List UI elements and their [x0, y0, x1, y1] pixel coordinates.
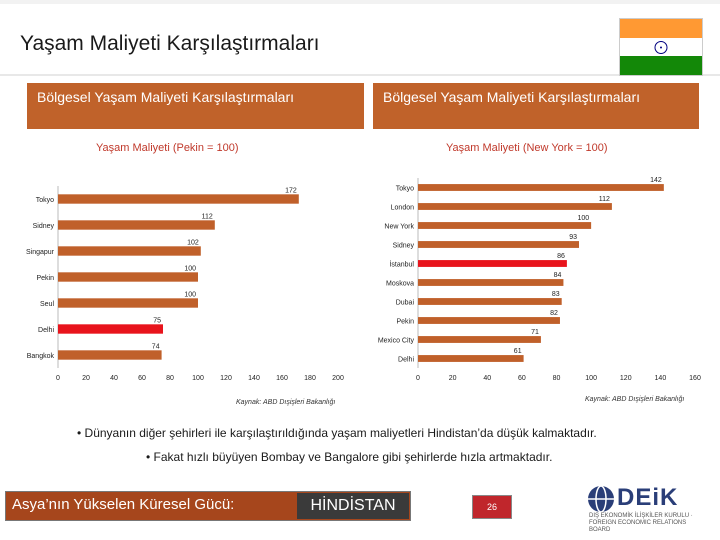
deik-logo: DEiK DIŞ EKONOMİK İLİŞKİLER KURULU · FOR… — [586, 482, 706, 533]
left-value-label: 100 — [184, 291, 196, 298]
left-x-tick-label: 20 — [82, 375, 90, 382]
left-value-label: 112 — [202, 213, 213, 220]
left-category-label: Seul — [40, 301, 54, 308]
right-value-label: 112 — [599, 196, 610, 203]
footer-subtitle: Asya’nın Yükselen Küresel Gücü: — [12, 496, 235, 513]
left-x-tick-label: 180 — [304, 375, 316, 382]
right-bar-mexico-city — [418, 336, 541, 343]
left-value-label: 172 — [285, 187, 297, 194]
left-bar-sidney — [58, 220, 215, 230]
left-x-tick-label: 100 — [192, 375, 204, 382]
note-line-1: • Dünyanın diğer şehirleri ile karşılaşt… — [77, 426, 597, 440]
india-flag-icon — [619, 18, 703, 76]
left-x-tick-label: 80 — [166, 375, 174, 382]
left-bar-chart: Tokyo 172 Sidney 112 Singapur 102 Pekin 100 Seul… — [26, 186, 344, 382]
right-category-label: Mexico City — [378, 338, 415, 345]
left-value-label: 102 — [187, 239, 199, 246]
right-bar-new-york — [418, 222, 592, 229]
page-number: 26 — [472, 495, 512, 519]
top-line — [0, 0, 720, 4]
logo-subtitle: DIŞ EKONOMİK İLİŞKİLER KURULU · FOREIGN … — [589, 513, 693, 533]
right-x-tick-label: 40 — [483, 375, 491, 382]
right-value-label: 71 — [531, 329, 539, 336]
left-x-tick-label: 60 — [138, 375, 146, 382]
right-x-tick-label: 160 — [689, 375, 701, 382]
left-value-label: 74 — [152, 343, 160, 350]
right-category-label: İstanbul — [389, 260, 414, 269]
right-bar-moskova — [418, 279, 564, 286]
right-chart-banner: Bölgesel Yaşam Maliyeti Karşılaştırmalar… — [373, 83, 699, 129]
title-divider — [0, 74, 720, 76]
right-x-tick-label: 20 — [449, 375, 457, 382]
right-category-label: London — [391, 205, 414, 212]
right-category-label: New York — [384, 224, 414, 231]
left-x-tick-label: 0 — [56, 375, 60, 382]
left-bar-delhi — [58, 324, 163, 334]
right-value-label: 86 — [557, 253, 565, 260]
left-bar-seul — [58, 298, 198, 308]
flag-stripe-green — [620, 56, 702, 75]
left-category-label: Delhi — [38, 327, 54, 334]
left-x-tick-label: 40 — [110, 375, 118, 382]
footer-banner: Asya’nın Yükselen Küresel Gücü: HİNDİSTA… — [5, 491, 411, 521]
left-x-tick-label: 120 — [220, 375, 232, 382]
right-value-label: 84 — [554, 272, 562, 279]
flag-stripe-saffron — [620, 19, 702, 38]
left-category-label: Bangkok — [27, 353, 55, 360]
right-category-label: Delhi — [398, 357, 414, 364]
right-value-label: 142 — [650, 177, 662, 184]
right-category-label: Dubai — [396, 300, 415, 307]
right-x-tick-label: 100 — [585, 375, 597, 382]
ashoka-chakra-icon — [654, 40, 668, 54]
left-value-label: 100 — [184, 265, 196, 272]
left-x-tick-label: 200 — [332, 375, 344, 382]
left-category-label: Tokyo — [36, 197, 54, 204]
right-bar-pekin — [418, 317, 560, 324]
right-bar-sidney — [418, 241, 580, 248]
right-bar-delhi — [418, 355, 524, 362]
right-value-label: 61 — [514, 348, 522, 355]
left-bar-tokyo — [58, 194, 299, 204]
left-bar-singapur — [58, 246, 201, 256]
right-bar-london — [418, 203, 612, 210]
right-bar-dubai — [418, 298, 562, 305]
right-x-tick-label: 0 — [416, 375, 420, 382]
left-category-label: Pekin — [36, 275, 54, 282]
right-bar-i-stanbul — [418, 260, 567, 267]
right-chart-source: Kaynak: ABD Dışişleri Bakanlığı — [585, 396, 685, 403]
right-bar-tokyo — [418, 184, 664, 191]
left-category-label: Sidney — [33, 223, 55, 230]
right-x-tick-label: 120 — [620, 375, 632, 382]
right-x-tick-label: 140 — [655, 375, 667, 382]
left-x-tick-label: 160 — [276, 375, 288, 382]
right-bar-chart: Tokyo 142 London 112 New York 100 Sidney 93 İsta… — [378, 177, 701, 382]
left-category-label: Singapur — [26, 249, 55, 256]
left-value-label: 75 — [153, 317, 161, 324]
left-bar-bangkok — [58, 350, 162, 360]
right-x-tick-label: 60 — [518, 375, 526, 382]
right-value-label: 82 — [550, 310, 558, 317]
left-x-tick-label: 140 — [248, 375, 260, 382]
left-bar-pekin — [58, 272, 198, 282]
right-value-label: 100 — [577, 215, 589, 222]
right-x-tick-label: 80 — [553, 375, 561, 382]
globe-icon — [588, 485, 614, 513]
right-category-label: Moskova — [386, 281, 414, 288]
left-chart-title: Yaşam Maliyeti (Pekin = 100) — [96, 142, 239, 154]
left-chart-banner: Bölgesel Yaşam Maliyeti Karşılaştırmalar… — [27, 83, 364, 129]
right-category-label: Sidney — [393, 243, 415, 250]
right-value-label: 93 — [569, 234, 577, 241]
right-value-label: 83 — [552, 291, 560, 298]
footer-country: HİNDİSTAN — [297, 493, 409, 519]
flag-stripe-white — [620, 37, 702, 57]
left-chart-source: Kaynak: ABD Dışişleri Bakanlığı — [236, 399, 336, 406]
right-category-label: Tokyo — [396, 186, 414, 193]
right-category-label: Pekin — [396, 319, 414, 326]
right-chart-title: Yaşam Maliyeti (New York = 100) — [446, 142, 608, 154]
page-title: Yaşam Maliyeti Karşılaştırmaları — [20, 32, 320, 55]
note-line-2: • Fakat hızlı büyüyen Bombay ve Bangalor… — [146, 450, 553, 464]
logo-text: DEiK — [617, 484, 679, 511]
